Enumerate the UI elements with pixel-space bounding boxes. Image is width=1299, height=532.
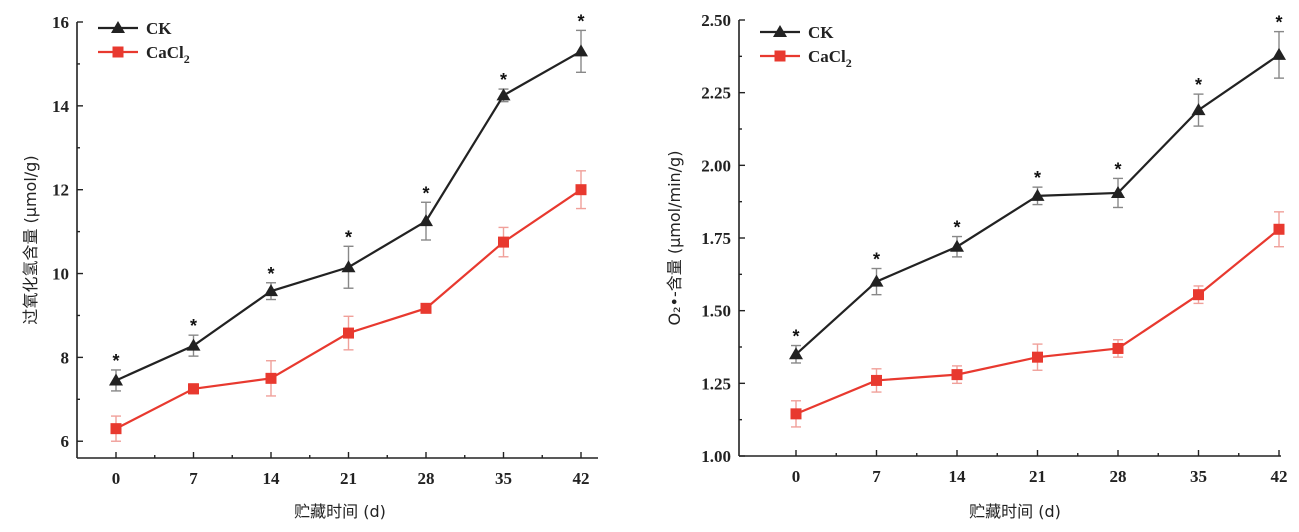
data-point-square: [1032, 351, 1043, 363]
data-point-triangle: [1272, 47, 1286, 60]
data-point-triangle: [1030, 188, 1045, 201]
data-point-square: [951, 369, 963, 381]
data-point-square: [110, 423, 122, 435]
x-tick-label: 0: [112, 469, 121, 488]
legend-marker-square: [774, 50, 786, 62]
y-tick-label: 1.25: [701, 374, 731, 393]
x-tick-label: 21: [1029, 467, 1046, 486]
series-cacl2: [790, 211, 1285, 428]
significance-star: *: [953, 218, 960, 238]
legend-label: CK: [146, 19, 172, 38]
x-tick-label: 7: [872, 467, 881, 486]
y-tick-label: 16: [52, 13, 69, 32]
series-ck: [789, 30, 1286, 364]
legend: CK CaCl2: [760, 23, 852, 70]
legend-label: CaCl2: [146, 43, 190, 66]
data-point-triangle: [341, 260, 356, 273]
data-point-triangle: [869, 274, 884, 287]
significance-star: *: [1034, 168, 1041, 188]
x-tick-label: 14: [949, 467, 967, 486]
y-tick-label: 12: [52, 181, 69, 200]
x-axis-label: 贮藏时间 (d): [294, 502, 386, 521]
data-point-square: [871, 374, 882, 386]
y-tick-label: 2.50: [701, 11, 731, 30]
significance-star: *: [112, 351, 119, 371]
x-tick-label: 42: [573, 469, 590, 488]
chart-panel-2: 1.00 1.25 1.50 1.75 2.00 2.25 2.50 0 7 14 21 28 35 42…: [665, 11, 1288, 521]
chart-panel-1: 6 8 10 12 14 16 0 7 14 21 28 35 42 贮藏时间 (d) 过氧化氢含量 (μm…: [21, 11, 598, 521]
data-point-square: [420, 302, 432, 314]
data-point-triangle: [1111, 185, 1125, 198]
x-tick-label: 35: [495, 469, 512, 488]
significance-star: *: [873, 250, 880, 270]
series-line: [795, 228, 1280, 415]
data-point-square: [265, 372, 277, 384]
data-point-triangle: [950, 239, 964, 252]
data-point-square: [498, 236, 509, 248]
data-point-triangle: [186, 338, 201, 351]
significance-star: *: [1275, 13, 1282, 33]
significance-star: *: [1195, 75, 1202, 95]
legend-marker-triangle: [773, 25, 787, 37]
data-point-triangle: [1191, 103, 1206, 116]
legend-label: CK: [808, 23, 834, 42]
legend-label: CaCl2: [808, 47, 852, 70]
data-point-triangle: [109, 373, 123, 386]
y-tick-label: 1.75: [701, 229, 731, 248]
data-point-triangle: [574, 44, 588, 57]
data-point-triangle: [789, 347, 803, 360]
series-ck: [109, 29, 588, 392]
significance-star: *: [190, 316, 197, 336]
legend-subscript: 2: [184, 52, 190, 66]
y-tick-label: 1.50: [701, 302, 731, 321]
legend-marker-triangle: [111, 21, 125, 33]
data-point-triangle: [264, 284, 278, 297]
x-axis-label: 贮藏时间 (d): [969, 502, 1061, 521]
y-tick-label: 8: [61, 348, 70, 367]
x-tick-label: 28: [418, 469, 435, 488]
data-point-triangle: [419, 214, 433, 227]
data-point-square: [1273, 223, 1285, 235]
y-axis-label: O₂•-含量 (μmol/min/g): [665, 151, 684, 326]
y-tick-label: 2.25: [701, 84, 731, 103]
x-tick-label: 14: [263, 469, 281, 488]
y-tick-label: 14: [52, 97, 70, 116]
y-tick-label: 10: [52, 265, 69, 284]
data-point-square: [1193, 289, 1204, 301]
x-tick-label: 28: [1110, 467, 1127, 486]
series-line: [115, 188, 582, 430]
significance-star: *: [345, 227, 352, 247]
x-tick-label: 7: [189, 469, 198, 488]
data-point-square: [343, 327, 354, 339]
significance-star: *: [1114, 159, 1121, 179]
data-point-square: [1112, 342, 1124, 354]
significance-star: *: [577, 11, 584, 31]
data-point-square: [188, 383, 199, 395]
significance-star: *: [792, 327, 799, 347]
significance-star: *: [422, 183, 429, 203]
x-tick-label: 0: [792, 467, 801, 486]
x-tick-label: 21: [340, 469, 357, 488]
legend: CK CaCl2: [98, 19, 190, 66]
data-point-triangle: [496, 88, 511, 101]
y-tick-label: 2.00: [701, 156, 731, 175]
x-tick-label: 35: [1190, 467, 1207, 486]
data-point-square: [790, 408, 802, 420]
significance-star: *: [267, 264, 274, 284]
legend-marker-square: [112, 46, 124, 58]
x-tick-label: 42: [1271, 467, 1288, 486]
legend-subscript: 2: [846, 56, 852, 70]
significance-star: *: [500, 70, 507, 90]
series-cacl2: [110, 170, 587, 442]
y-tick-label: 6: [61, 432, 70, 451]
y-tick-label: 1.00: [701, 447, 731, 466]
y-axis-label: 过氧化氢含量 (μmol/g): [21, 155, 40, 324]
data-point-square: [575, 184, 587, 196]
